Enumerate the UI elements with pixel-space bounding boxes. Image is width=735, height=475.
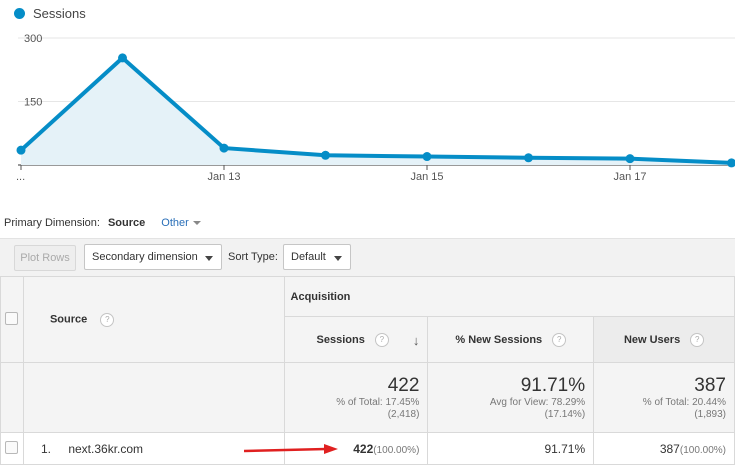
- sessions-header-label: Sessions: [316, 333, 365, 346]
- sort-descending-icon: ↓: [412, 333, 420, 348]
- sessions-chart: 300 150... Jan 13 Jan 15 Jan 17: [16, 33, 735, 183]
- secondary-dimension-dropdown[interactable]: Secondary dimension: [84, 244, 222, 270]
- y-tick-label: 150: [24, 97, 42, 109]
- primary-dimension-label: Primary Dimension:: [4, 217, 100, 229]
- select-all-checkbox[interactable]: [5, 311, 19, 325]
- x-tick-label: Jan 17: [613, 171, 646, 183]
- report-table: Source ? Acquisition Sessions ? ↓ % New …: [0, 276, 735, 465]
- sort-type-dropdown[interactable]: Default: [283, 244, 351, 270]
- row-sessions-pct: (100.00%): [373, 444, 420, 456]
- new-sessions-total-value: 91.71%: [520, 374, 586, 396]
- help-icon[interactable]: ?: [374, 332, 389, 347]
- sessions-column-header[interactable]: Sessions ? ↓: [283, 316, 429, 363]
- row-new-users-value: 387: [659, 441, 680, 456]
- secondary-dimension-label: Secondary dimension: [92, 251, 198, 263]
- legend-label: Sessions: [33, 6, 86, 21]
- row-sessions-value: 422: [353, 441, 374, 456]
- sessions-total-line2: (2,418): [387, 408, 420, 420]
- new-users-total-value: 387: [694, 374, 726, 396]
- sessions-series-line: [19, 55, 732, 165]
- sort-type-label: Sort Type:: [228, 251, 278, 263]
- data-point[interactable]: [118, 53, 127, 63]
- sort-type-value: Default: [291, 251, 326, 263]
- sessions-area: [21, 57, 732, 165]
- acquisition-group-header: Acquisition: [283, 276, 735, 317]
- sessions-total-value: 422: [387, 374, 420, 396]
- dimension-other-dropdown[interactable]: Other: [161, 217, 201, 229]
- data-point[interactable]: [422, 152, 432, 162]
- data-point[interactable]: [321, 150, 330, 160]
- sessions-total-cell: 422 % of Total: 17.45% (2,418): [283, 362, 429, 433]
- totals-label-cell: [22, 362, 285, 433]
- new-users-header-label: New Users: [623, 333, 681, 346]
- x-tick-label: ...: [16, 171, 25, 183]
- new-users-total-cell: 387 % of Total: 20.44% (1,893): [593, 362, 735, 433]
- totals-blank-cell: [0, 362, 24, 433]
- data-point[interactable]: [524, 153, 533, 163]
- help-icon[interactable]: ?: [552, 332, 567, 347]
- y-tick-label: 300: [24, 33, 42, 45]
- dimension-other-label: Other: [161, 217, 189, 229]
- sessions-total-line1: % of Total: 17.45%: [336, 396, 420, 408]
- new-sessions-total-line2: (17.14%): [544, 408, 586, 420]
- new-sessions-header-label: % New Sessions: [455, 333, 543, 346]
- new-sessions-column-header[interactable]: % New Sessions ?: [427, 316, 595, 363]
- dimension-source[interactable]: Source: [107, 217, 146, 229]
- source-column-header[interactable]: Source ?: [22, 276, 285, 363]
- x-tick-label: Jan 15: [410, 171, 443, 183]
- row-checkbox-cell: [0, 432, 24, 465]
- new-sessions-total-cell: 91.71% Avg for View: 78.29% (17.14%): [427, 362, 595, 433]
- plot-rows-button[interactable]: Plot Rows: [14, 245, 76, 271]
- legend-dot-icon: [14, 8, 25, 19]
- data-point[interactable]: [727, 158, 735, 168]
- new-users-total-line1: % of Total: 20.44%: [642, 396, 726, 408]
- new-users-column-header[interactable]: New Users ?: [593, 316, 735, 363]
- source-cell: 1. next.36kr.com: [22, 432, 285, 465]
- red-arrow-annotation: [244, 444, 338, 454]
- data-point[interactable]: [16, 145, 26, 155]
- source-header-label: Source: [49, 313, 88, 325]
- row-source-link[interactable]: next.36kr.com: [68, 441, 144, 456]
- chart-legend[interactable]: Sessions: [14, 6, 86, 21]
- new-users-cell: 387(100.00%): [593, 432, 735, 465]
- chevron-down-icon: [192, 221, 201, 225]
- table-row: 1. next.36kr.com 422(100.00%) 91.71% 387…: [0, 432, 735, 465]
- dropdown-caret-icon: [205, 256, 213, 261]
- row-index: 1.: [40, 441, 51, 456]
- help-icon[interactable]: ?: [690, 332, 705, 347]
- new-sessions-total-line1: Avg for View: 78.29%: [489, 396, 586, 408]
- row-checkbox[interactable]: [5, 440, 19, 454]
- new-sessions-cell: 91.71%: [427, 432, 595, 465]
- dropdown-caret-icon: [334, 256, 342, 261]
- data-point[interactable]: [219, 143, 229, 153]
- x-tick-label: Jan 13: [207, 171, 240, 183]
- help-icon[interactable]: ?: [100, 312, 115, 327]
- data-point[interactable]: [625, 154, 635, 164]
- new-users-total-line2: (1,893): [694, 408, 726, 420]
- row-new-users-pct: (100.00%): [679, 444, 726, 456]
- select-all-cell: [0, 276, 24, 363]
- primary-dimension-bar: Primary Dimension: Source Other: [4, 217, 201, 229]
